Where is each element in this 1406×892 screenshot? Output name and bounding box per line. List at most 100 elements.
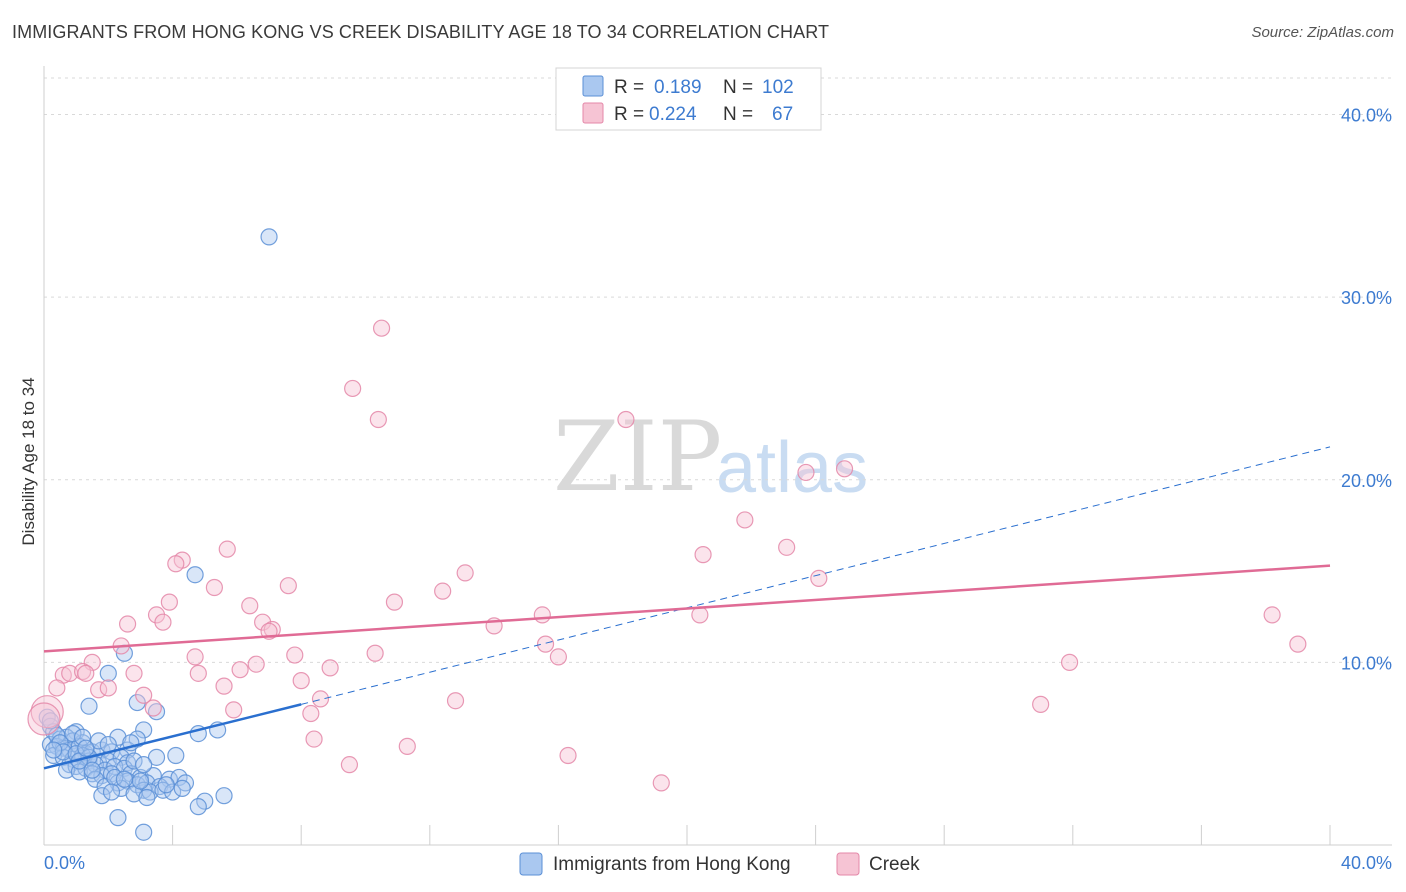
- creek-point: [835, 460, 854, 478]
- legend-swatch-blue: [582, 75, 604, 97]
- series-immigrants-hong-kong-points: [38, 228, 278, 841]
- y-tick-label: 30.0%: [1341, 288, 1392, 308]
- watermark-zip: ZIP: [553, 401, 722, 513]
- series-legend-swatch-creek: [836, 852, 860, 876]
- hong-kong-point: [135, 823, 153, 841]
- creek-point: [694, 546, 712, 564]
- hong-kong-point: [80, 697, 98, 715]
- creek-point: [617, 410, 635, 429]
- creek-point: [286, 646, 304, 664]
- creek-point: [48, 679, 66, 697]
- creek-point: [160, 593, 178, 611]
- trend-line-hong-kong: [43, 703, 302, 770]
- trend-lines: [43, 446, 1331, 770]
- series-creek-points: [27, 319, 1307, 792]
- creek-point: [167, 555, 185, 573]
- hong-kong-point: [115, 770, 133, 788]
- legend-r-label-2: R =: [614, 104, 644, 125]
- creek-point: [125, 664, 143, 682]
- legend-r-label-1: R =: [614, 77, 644, 98]
- creek-point: [456, 564, 474, 582]
- creek-point: [205, 578, 223, 597]
- hong-kong-point: [260, 228, 278, 246]
- creek-point: [369, 410, 387, 429]
- creek-point: [652, 774, 670, 792]
- x-tick-label-min: 0.0%: [44, 853, 85, 873]
- series-legend: Immigrants from Hong Kong Creek: [519, 852, 920, 876]
- creek-point: [797, 463, 815, 482]
- creek-point: [225, 701, 243, 719]
- hong-kong-point: [138, 788, 156, 807]
- creek-point: [691, 606, 709, 624]
- y-tick-label: 10.0%: [1341, 653, 1392, 673]
- series-legend-label-creek: Creek: [869, 854, 920, 875]
- hong-kong-point: [112, 779, 130, 797]
- creek-point: [778, 538, 796, 556]
- hong-kong-point: [45, 741, 63, 759]
- creek-point: [1263, 606, 1281, 624]
- creek-point: [1032, 695, 1050, 713]
- creek-point: [1060, 653, 1079, 671]
- hong-kong-point: [64, 725, 82, 743]
- hong-kong-point: [99, 664, 117, 682]
- creek-point: [446, 692, 465, 710]
- creek-point: [215, 677, 233, 695]
- creek-point: [292, 672, 310, 690]
- creek-point: [99, 679, 117, 697]
- hong-kong-point: [73, 728, 92, 746]
- creek-point: [398, 737, 416, 755]
- creek-point: [536, 635, 555, 653]
- legend-n-label-1: N =: [723, 77, 753, 98]
- creek-point: [559, 746, 577, 765]
- legend-n-label-2: N =: [723, 104, 753, 125]
- hong-kong-point: [215, 787, 233, 805]
- creek-point: [344, 379, 362, 398]
- creek-point: [305, 730, 323, 748]
- creek-point: [135, 686, 153, 704]
- creek-point: [533, 606, 551, 624]
- hong-kong-point: [131, 772, 150, 790]
- creek-point: [1289, 635, 1307, 653]
- creek-point: [144, 699, 162, 717]
- y-tick-label: 20.0%: [1341, 471, 1392, 491]
- source-label: Source: ZipAtlas.com: [1251, 24, 1394, 41]
- y-axis-title: Disability Age 18 to 34: [19, 377, 38, 545]
- creek-point: [302, 704, 320, 723]
- hong-kong-point: [135, 756, 153, 774]
- creek-point: [189, 664, 207, 682]
- hong-kong-point: [125, 752, 143, 770]
- series-legend-swatch-hong-kong: [519, 852, 543, 876]
- series-legend-label-hong-kong: Immigrants from Hong Kong: [553, 854, 791, 875]
- legend-r-value-2: 0.224: [649, 104, 697, 125]
- chart-title: IMMIGRANTS FROM HONG KONG VS CREEK DISAB…: [12, 22, 830, 42]
- y-tick-label: 40.0%: [1341, 106, 1392, 126]
- hong-kong-point: [90, 732, 108, 750]
- hong-kong-point: [173, 779, 191, 797]
- hong-kong-point: [93, 787, 111, 805]
- hong-kong-point: [147, 748, 166, 766]
- creek-point: [218, 540, 236, 558]
- hong-kong-point: [186, 566, 204, 584]
- hong-kong-point: [167, 746, 185, 765]
- creek-point: [231, 661, 249, 679]
- hong-kong-point: [135, 721, 153, 739]
- creek-point: [736, 511, 754, 529]
- creek-point: [385, 593, 404, 611]
- hong-kong-point: [109, 809, 127, 827]
- creek-point: [279, 577, 297, 595]
- creek-point: [118, 615, 137, 633]
- legend-n-value-1: 102: [762, 77, 794, 98]
- hong-kong-point: [189, 798, 207, 816]
- hong-kong-point: [83, 761, 101, 779]
- creek-point: [321, 659, 339, 677]
- tick-labels: 10.0% 20.0% 30.0% 40.0% 0.0% 40.0%: [44, 106, 1392, 873]
- creek-point: [77, 664, 95, 682]
- trend-line-hong-kong-extended: [301, 446, 1331, 705]
- stats-legend: R = 0.189 N = 102 R = 0.224 N = 67: [555, 67, 822, 131]
- hong-kong-point: [157, 776, 175, 794]
- creek-point: [241, 597, 259, 615]
- creek-point: [154, 613, 172, 631]
- legend-swatch-pink: [582, 102, 604, 124]
- trend-line-creek: [43, 564, 1331, 653]
